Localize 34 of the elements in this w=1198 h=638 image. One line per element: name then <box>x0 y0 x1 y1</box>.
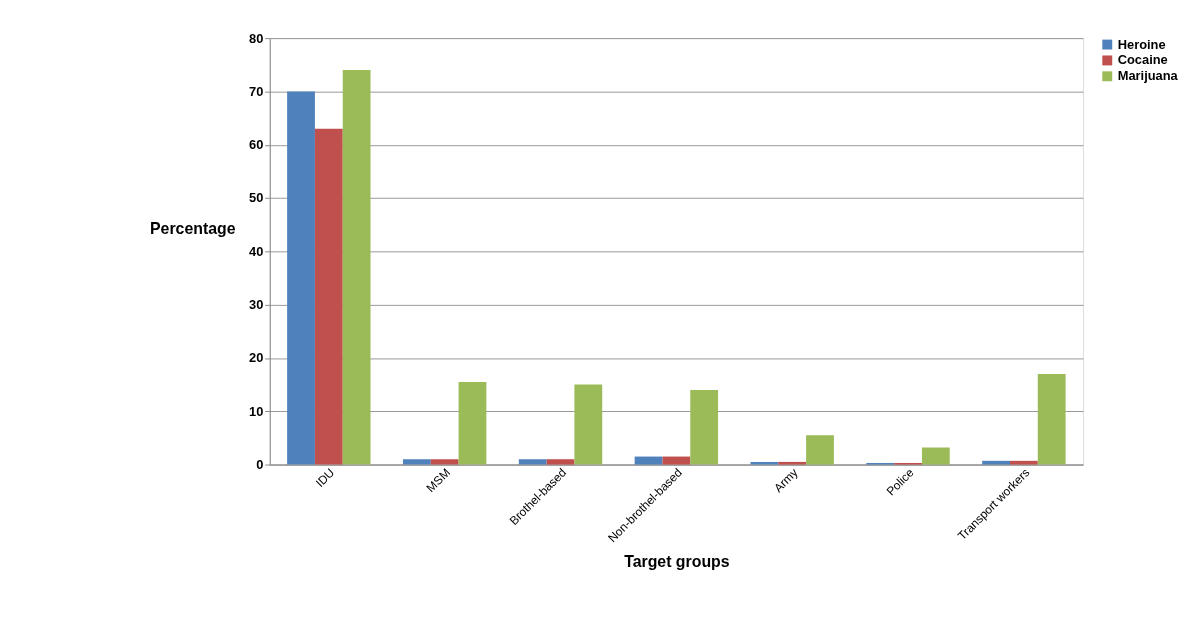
y-tick-label: 40 <box>248 243 264 259</box>
bar <box>574 384 603 465</box>
y-tick-label: 0 <box>256 457 264 473</box>
bar <box>342 70 371 465</box>
bar <box>402 459 431 465</box>
legend-label: Marijuana <box>1117 68 1179 84</box>
y-tick-label: 20 <box>248 350 264 366</box>
bar <box>806 435 834 465</box>
bar <box>690 389 719 465</box>
bar <box>662 456 691 465</box>
bar <box>287 91 315 465</box>
bar <box>546 459 575 465</box>
y-tick-label: 10 <box>248 403 264 419</box>
y-axis-title: Percentage <box>150 219 236 237</box>
y-tick-label: 70 <box>248 83 264 99</box>
y-tick-label: 80 <box>248 30 264 46</box>
bar <box>458 381 487 465</box>
bar <box>982 460 1010 465</box>
x-axis-title: Target groups <box>624 553 730 571</box>
bar <box>634 456 663 465</box>
bar <box>778 461 807 465</box>
bar <box>1037 373 1066 465</box>
bar <box>750 461 779 465</box>
legend-label: Heroine <box>1117 36 1166 52</box>
bar <box>430 459 459 465</box>
bar <box>518 459 547 465</box>
bar <box>314 128 343 465</box>
y-tick-label: 60 <box>248 137 264 153</box>
x-tick-label: IDU <box>312 465 338 490</box>
y-tick-label: 50 <box>248 190 264 206</box>
bar <box>921 447 950 465</box>
y-tick-label: 30 <box>248 297 264 313</box>
bar <box>1009 460 1038 465</box>
legend-label: Cocaine <box>1117 52 1168 68</box>
